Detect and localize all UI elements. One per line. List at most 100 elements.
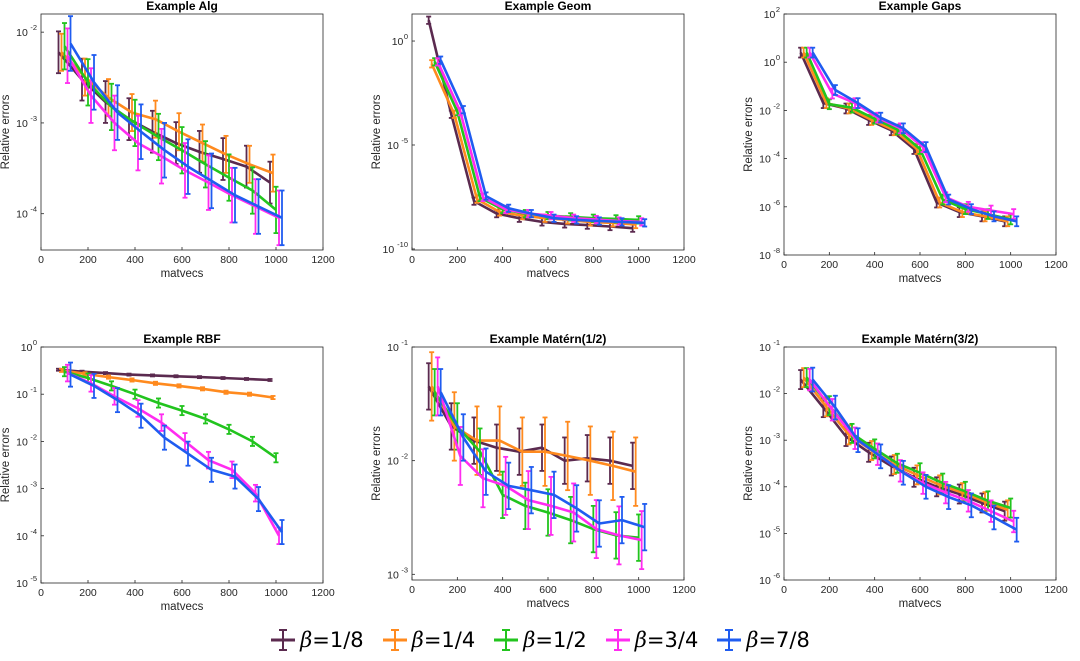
- series-4: [65, 363, 282, 546]
- chart-panel-6: Example Matérn(3/2) 0 200 400 600 800 1000 1200…: [743, 332, 1068, 610]
- x-tick-label: 0: [38, 254, 44, 266]
- y-axis-label: Relative errors: [371, 426, 383, 501]
- x-tick-label: 200: [449, 584, 467, 596]
- series-5: [438, 368, 648, 552]
- series-line: [811, 378, 1018, 531]
- x-tick-label: 600: [539, 584, 557, 596]
- y-tick-label: 10: [759, 528, 771, 540]
- x-tick-label: 0: [38, 587, 44, 599]
- x-axis-label: matvecs: [899, 273, 942, 285]
- y-tick-label: 10: [383, 244, 395, 256]
- y-tick-label: 10: [764, 9, 776, 21]
- x-tick-label: 200: [821, 259, 839, 271]
- series-line: [69, 373, 284, 533]
- legend-item-beta-1-4: β=1/4: [382, 627, 475, 653]
- y-tick-exponent: -3: [773, 431, 780, 440]
- series-4: [435, 356, 645, 571]
- x-tick-label: 1200: [1044, 584, 1068, 596]
- y-tick-label: 10: [16, 389, 28, 401]
- x-tick-label: 600: [173, 587, 191, 599]
- x-axis-label: matvecs: [527, 268, 570, 280]
- legend-label: =7/8: [758, 628, 810, 652]
- y-tick-exponent: 0: [776, 53, 780, 62]
- y-tick-exponent: -5: [401, 136, 408, 145]
- y-tick-label: 10: [764, 57, 776, 69]
- x-tick-label: 600: [911, 584, 929, 596]
- series-line: [427, 19, 633, 230]
- y-tick-label: 10: [16, 531, 28, 543]
- chart-panel-3: Example Gaps 0 200 400 600 800 1000 1200 matvecs…: [743, 0, 1068, 285]
- y-tick-exponent: -6: [773, 198, 780, 207]
- x-tick-label: 1200: [1044, 259, 1068, 271]
- y-tick-label: 10: [392, 36, 404, 48]
- y-tick-label: 10: [759, 435, 771, 447]
- series-line: [439, 59, 645, 225]
- series-line: [66, 55, 280, 219]
- x-tick-label: 400: [866, 259, 884, 271]
- series-line: [66, 371, 281, 537]
- x-axis-label: matvecs: [899, 598, 942, 610]
- legend-label: =1/2: [535, 628, 587, 652]
- y-tick-exponent: -1: [773, 338, 780, 347]
- x-tick-label: 200: [821, 584, 839, 596]
- y-axis-label: Relative errors: [371, 94, 383, 169]
- series-4: [65, 27, 282, 247]
- series-line: [436, 385, 642, 542]
- x-tick-label: 800: [585, 584, 603, 596]
- x-tick-label: 600: [173, 254, 191, 266]
- y-tick-exponent: 0: [404, 32, 408, 41]
- legend-item-beta-3-4: β=3/4: [605, 627, 698, 653]
- x-tick-label: 1200: [311, 587, 335, 599]
- y-tick-exponent: -8: [773, 246, 780, 255]
- y-tick-exponent: -3: [30, 114, 37, 123]
- y-tick-exponent: -2: [30, 23, 37, 32]
- x-tick-label: 1000: [999, 259, 1023, 271]
- series-4: [807, 367, 1017, 534]
- series-line: [430, 385, 637, 473]
- series-2: [429, 351, 639, 507]
- series-2: [59, 367, 276, 401]
- legend-beta-symbol: β: [411, 628, 424, 652]
- y-tick-exponent: -3: [401, 565, 408, 574]
- series-5: [68, 15, 285, 247]
- x-tick-label: 800: [585, 254, 603, 266]
- chart-title: Example Matérn(3/2): [862, 332, 979, 346]
- x-tick-label: 1000: [264, 254, 288, 266]
- series-line: [58, 368, 271, 382]
- y-axis-label: Relative errors: [0, 427, 12, 502]
- series-4: [807, 46, 1017, 220]
- legend-beta-symbol: β: [746, 628, 759, 652]
- y-tick-label: 10: [387, 342, 399, 354]
- y-tick-exponent: -4: [30, 527, 37, 536]
- series-line: [61, 369, 274, 399]
- y-tick-exponent: -10: [397, 240, 408, 249]
- series-line: [808, 51, 1014, 216]
- y-tick-exponent: -5: [773, 524, 780, 533]
- y-tick-label: 10: [16, 27, 28, 39]
- y-tick-exponent: -2: [30, 432, 37, 441]
- series-5: [810, 366, 1020, 543]
- series-3: [432, 57, 642, 225]
- y-tick-exponent: -2: [401, 452, 408, 461]
- x-tick-label: 0: [409, 584, 415, 596]
- legend: β=1/8 β=1/4 β=1/2 β=3/4: [0, 622, 1080, 658]
- series-5: [68, 361, 285, 546]
- x-tick-label: 400: [494, 254, 512, 266]
- plot-frame: [411, 346, 685, 581]
- x-tick-label: 800: [957, 584, 975, 596]
- x-tick-label: 1000: [264, 587, 288, 599]
- y-tick-label: 10: [16, 578, 28, 590]
- y-tick-exponent: 0: [33, 338, 37, 347]
- series-line: [802, 376, 1009, 512]
- series-line: [64, 370, 277, 459]
- series-line: [63, 45, 277, 211]
- chart-title: Example RBF: [143, 332, 220, 346]
- y-tick-exponent: -3: [30, 480, 37, 489]
- x-tick-label: 1000: [627, 584, 651, 596]
- y-tick-label: 10: [759, 250, 771, 262]
- series-5: [438, 55, 648, 228]
- x-tick-label: 1000: [627, 254, 651, 266]
- y-tick-label: 10: [16, 118, 28, 130]
- y-tick-exponent: -1: [30, 385, 37, 394]
